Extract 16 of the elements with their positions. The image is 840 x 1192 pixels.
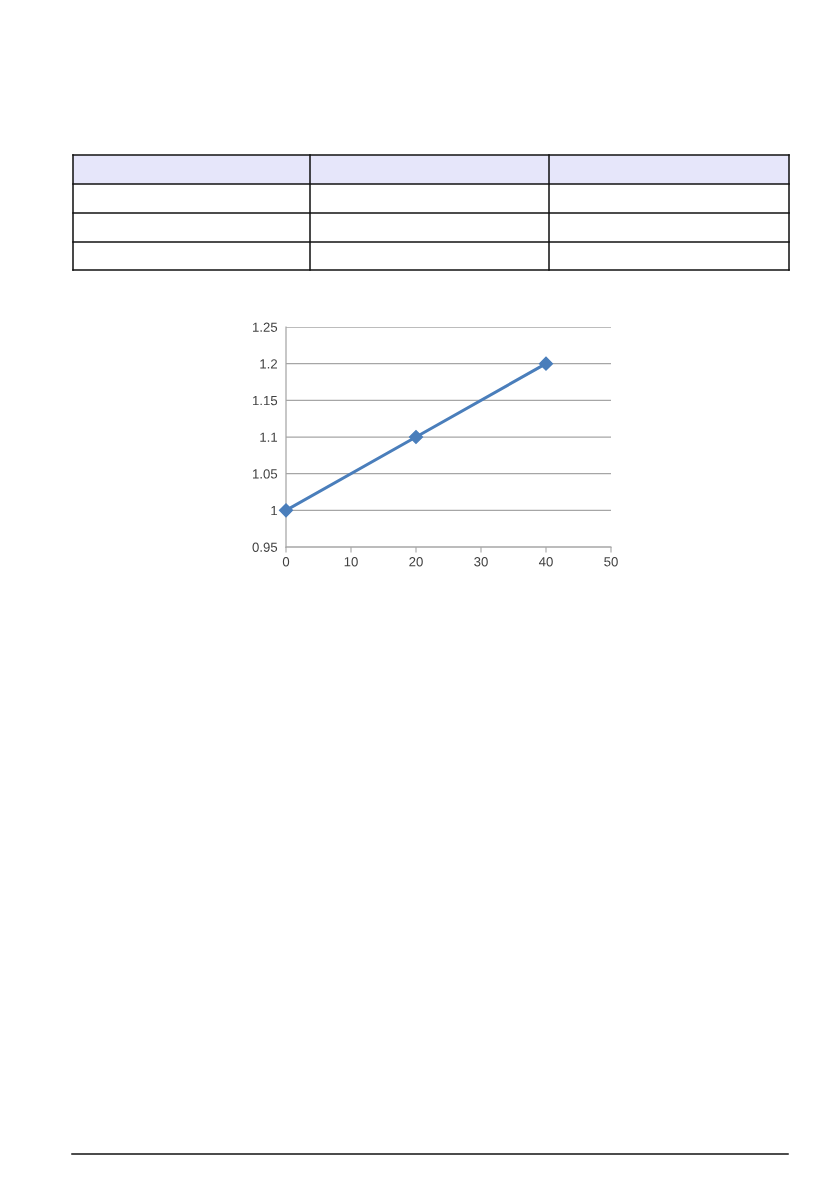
y-tick-label: 1.2 (260, 359, 278, 369)
point (408, 429, 424, 445)
point (538, 356, 554, 371)
y-tick-label: 1.1 (260, 432, 278, 442)
y-tick-label: 1.05 (253, 469, 278, 479)
y-tick-label: 1.25 (253, 322, 278, 332)
x-tick-label: 0 (282, 557, 290, 567)
x-tick-label: 30 (474, 557, 488, 567)
x-tick-label: 20 (409, 557, 423, 567)
y-tick-label: 0.95 (252, 542, 278, 552)
x-tick-label: 10 (344, 557, 358, 567)
point (278, 503, 294, 518)
x-tick-label: 40 (538, 557, 553, 567)
x-tick-label: 50 (604, 557, 618, 567)
y-tick-label: 1 (271, 506, 278, 516)
y-tick-label: 1.15 (253, 396, 278, 406)
